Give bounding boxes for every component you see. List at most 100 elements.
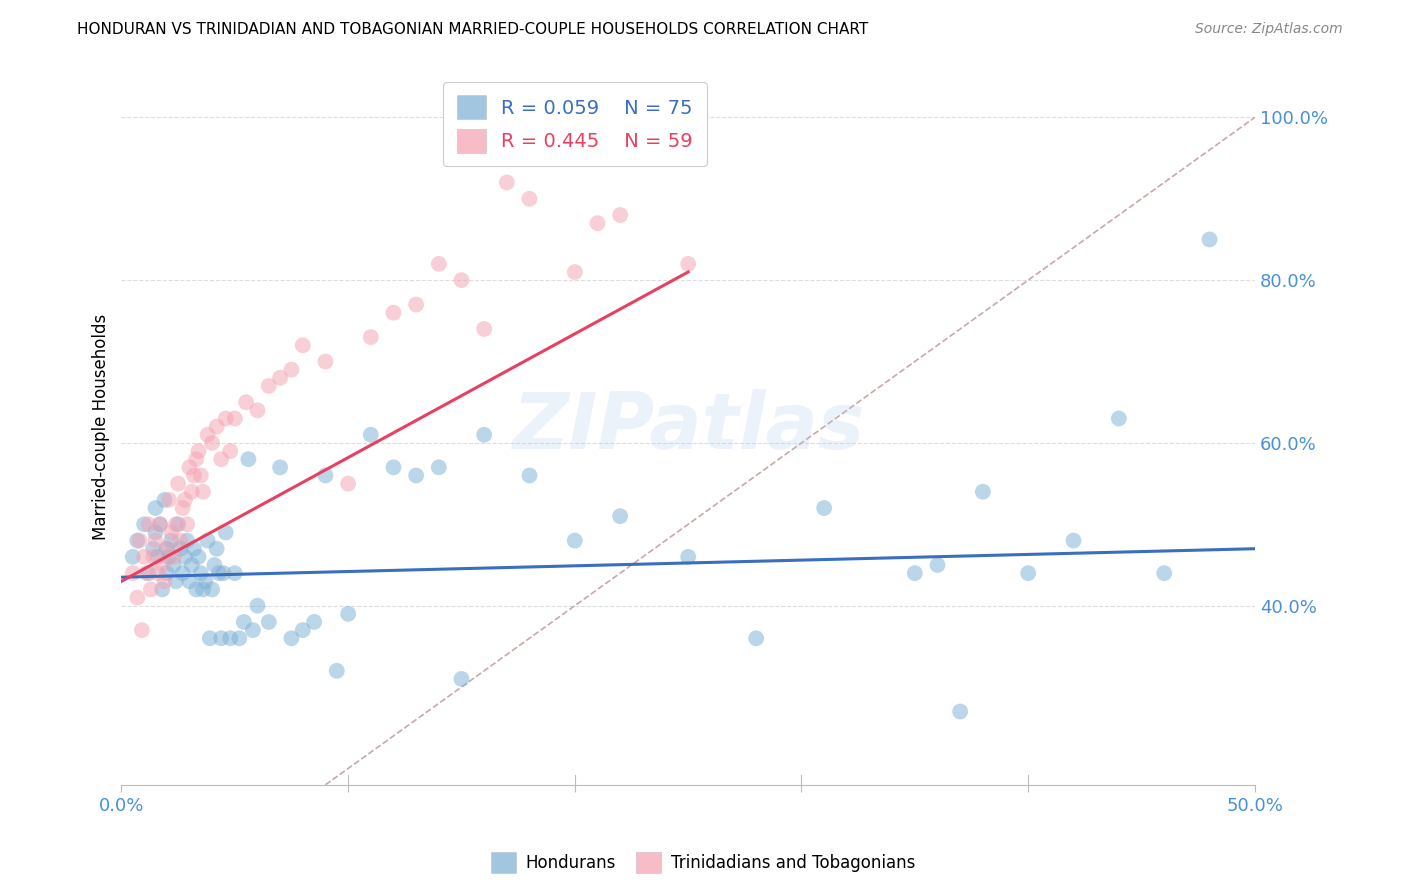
Point (224, 411, 246, 425)
Point (427, 257, 450, 271)
Point (165, 517, 187, 532)
Point (246, 599, 269, 613)
Point (257, 379, 280, 393)
Point (382, 460, 405, 475)
Point (219, 632, 242, 646)
Point (201, 582, 224, 597)
Point (927, 558, 949, 572)
Point (186, 452, 208, 467)
Point (149, 517, 172, 532)
Point (215, 525, 238, 540)
Point (1153, 566, 1175, 581)
Point (972, 484, 994, 499)
Point (609, 208, 631, 222)
Point (205, 541, 228, 556)
Point (191, 484, 214, 499)
Point (360, 330, 382, 344)
Point (179, 574, 201, 589)
Point (139, 582, 162, 597)
Point (813, 501, 835, 516)
Point (169, 541, 191, 556)
Point (676, 257, 699, 271)
Point (194, 574, 217, 589)
Point (472, 427, 495, 442)
Point (132, 549, 155, 564)
Point (519, 192, 541, 206)
Point (165, 574, 187, 589)
Point (1108, 411, 1130, 425)
Point (160, 533, 183, 548)
Point (202, 558, 225, 572)
Point (405, 468, 427, 483)
Point (149, 517, 172, 532)
Point (314, 354, 336, 368)
Point (157, 549, 180, 564)
Point (156, 541, 179, 556)
Point (121, 549, 143, 564)
Point (127, 533, 149, 548)
Point (174, 549, 197, 564)
Point (212, 566, 235, 581)
Point (201, 436, 224, 450)
Point (162, 549, 184, 564)
Point (209, 632, 232, 646)
Point (291, 338, 314, 352)
Point (745, 632, 768, 646)
Legend: Hondurans, Trinidadians and Tobagonians: Hondurans, Trinidadians and Tobagonians (484, 846, 922, 880)
Point (179, 460, 201, 475)
Point (450, 273, 472, 287)
Point (904, 566, 927, 581)
Point (183, 468, 205, 483)
Point (190, 566, 212, 581)
Point (631, 143, 654, 157)
Text: HONDURAN VS TRINIDADIAN AND TOBAGONIAN MARRIED-COUPLE HOUSEHOLDS CORRELATION CHA: HONDURAN VS TRINIDADIAN AND TOBAGONIAN M… (77, 22, 869, 37)
Point (1063, 533, 1085, 548)
Point (174, 492, 197, 507)
Legend: R = 0.059    N = 75, R = 0.445    N = 59: R = 0.059 N = 75, R = 0.445 N = 59 (443, 82, 707, 166)
Point (238, 452, 260, 467)
Point (472, 322, 495, 336)
Point (949, 705, 972, 719)
Point (314, 468, 336, 483)
Point (228, 632, 250, 646)
Point (160, 525, 183, 540)
Point (156, 541, 179, 556)
Point (564, 265, 586, 279)
Text: ZIPatlas: ZIPatlas (512, 389, 865, 465)
Point (145, 533, 167, 548)
Point (450, 672, 472, 686)
Point (146, 549, 169, 564)
Point (269, 371, 291, 385)
Point (156, 566, 179, 581)
Point (176, 517, 198, 532)
Point (246, 403, 269, 417)
Point (153, 492, 176, 507)
Point (197, 533, 219, 548)
Point (186, 582, 208, 597)
Point (150, 582, 173, 597)
Point (427, 460, 450, 475)
Point (224, 566, 246, 581)
Text: Source: ZipAtlas.com: Source: ZipAtlas.com (1195, 22, 1343, 37)
Point (187, 549, 209, 564)
Point (146, 566, 169, 581)
Point (197, 427, 219, 442)
Point (121, 566, 143, 581)
Point (176, 533, 198, 548)
Point (128, 533, 150, 548)
Point (172, 566, 194, 581)
Point (360, 427, 382, 442)
Point (131, 623, 153, 637)
Point (269, 460, 291, 475)
Point (215, 411, 238, 425)
Point (280, 632, 302, 646)
Point (180, 484, 202, 499)
Point (337, 476, 360, 491)
Point (405, 297, 427, 311)
Point (132, 517, 155, 532)
Point (150, 558, 173, 572)
Point (157, 492, 180, 507)
Point (138, 566, 160, 581)
Point (1198, 232, 1220, 246)
Point (209, 452, 232, 467)
